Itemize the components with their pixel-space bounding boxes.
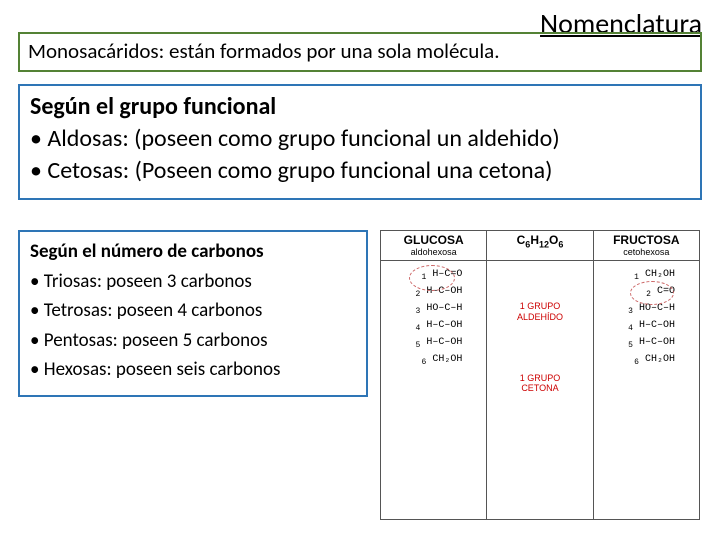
- aldehyde-circle-icon: [409, 265, 455, 291]
- chain-row: 6 CH₂OH: [598, 352, 675, 369]
- ketone-label: 1 GRUPO CETONA: [487, 373, 592, 395]
- carbons-heading: Según el número de carbonos: [30, 240, 356, 263]
- list-item: Tetrosas: poseen 4 carbonos: [30, 296, 356, 325]
- chain-row: 5 H–C–OH: [598, 335, 675, 352]
- mid-labels: 1 GRUPO ALDEHÍDO 1 GRUPO CETONA: [487, 301, 592, 444]
- chain-row: 3 HO–C–H: [598, 301, 675, 318]
- chain-row: 6 CH₂OH: [385, 352, 462, 369]
- diagram-col-fructose-header: FRUCTOSA cetohexosa: [594, 231, 699, 260]
- molecule-diagram: GLUCOSA aldohexosa C6H12O6 FRUCTOSA ceto…: [380, 230, 700, 520]
- diagram-col-glucose-header: GLUCOSA aldohexosa: [381, 231, 487, 260]
- functional-heading: Según el grupo funcional: [30, 92, 690, 121]
- middle-column: 1 GRUPO ALDEHÍDO 1 GRUPO CETONA: [487, 261, 593, 519]
- chain-row: 4 H–C–OH: [385, 318, 462, 335]
- chain-row: 4 H–C–OH: [598, 318, 675, 335]
- list-item: Pentosas: poseen 5 carbonos: [30, 326, 356, 355]
- chain-row: 5 H–C–OH: [385, 335, 462, 352]
- formula: C6H12O6: [517, 233, 564, 247]
- definition-rest: están formados por una sola molécula.: [169, 38, 499, 64]
- list-item: Cetosas: (Poseen como grupo funcional un…: [30, 155, 690, 187]
- chain-row: 3 HO–C–H: [385, 301, 462, 318]
- glucose-subtitle: aldohexosa: [381, 247, 486, 257]
- aldehyde-label: 1 GRUPO ALDEHÍDO: [487, 301, 592, 323]
- functional-list: Aldosas: (poseen como grupo funcional un…: [30, 123, 690, 188]
- diagram-header: GLUCOSA aldohexosa C6H12O6 FRUCTOSA ceto…: [381, 231, 699, 261]
- list-item: Triosas: poseen 3 carbonos: [30, 267, 356, 296]
- diagram-col-formula-header: C6H12O6: [487, 231, 593, 260]
- list-item: Aldosas: (poseen como grupo funcional un…: [30, 123, 690, 155]
- carbons-list: Triosas: poseen 3 carbonos Tetrosas: pos…: [30, 267, 356, 385]
- glucose-column: 1 H–C=O 2 H–C–OH 3 HO–C–H 4 H–C–OH 5 H–C…: [381, 261, 487, 519]
- glucose-title: GLUCOSA: [404, 233, 464, 247]
- diagram-body: 1 H–C=O 2 H–C–OH 3 HO–C–H 4 H–C–OH 5 H–C…: [381, 261, 699, 519]
- chain-row: 1 CH₂OH: [598, 267, 675, 284]
- carbons-box: Según el número de carbonos Triosas: pos…: [18, 230, 368, 397]
- list-item: Hexosas: poseen seis carbonos: [30, 355, 356, 384]
- definition-box: Monosacáridos: están formados por una so…: [18, 32, 702, 72]
- fructose-subtitle: cetohexosa: [594, 247, 699, 257]
- fructose-title: FRUCTOSA: [613, 233, 679, 247]
- ketone-circle-icon: [630, 281, 674, 305]
- functional-group-box: Según el grupo funcional Aldosas: (posee…: [18, 84, 702, 200]
- fructose-column: 1 CH₂OH 2 C=O 3 HO–C–H 4 H–C–OH 5 H–C–OH…: [594, 261, 699, 519]
- definition-term: Monosacáridos:: [28, 38, 164, 64]
